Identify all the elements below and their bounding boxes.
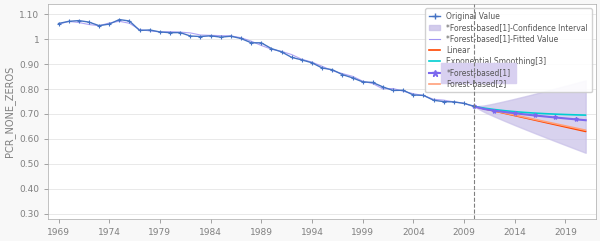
Original Value	[146, 28, 154, 31]
Original Value	[166, 31, 173, 34]
Original Value	[95, 24, 103, 27]
Original Value	[460, 102, 467, 105]
Original Value	[136, 29, 143, 32]
Original Value	[126, 20, 133, 22]
Original Value	[420, 94, 427, 97]
Original Value	[176, 31, 184, 34]
Y-axis label: PCR_NONE_ZEROS: PCR_NONE_ZEROS	[4, 66, 15, 157]
Original Value	[400, 89, 407, 92]
Original Value	[349, 76, 356, 79]
Original Value	[278, 50, 285, 53]
Original Value	[319, 67, 326, 69]
Original Value	[369, 81, 376, 84]
Original Value	[308, 61, 316, 64]
Original Value	[248, 41, 255, 44]
Original Value	[157, 31, 164, 33]
Original Value	[187, 34, 194, 37]
Original Value	[359, 80, 366, 83]
Original Value	[440, 100, 448, 103]
Original Value	[257, 41, 265, 44]
Legend: Original Value, *Forest-based[1]-Confidence Interval, *Forest-based[1]-Fitted Va: Original Value, *Forest-based[1]-Confide…	[425, 8, 592, 92]
Original Value	[470, 105, 478, 108]
Original Value	[106, 23, 113, 26]
Original Value	[197, 35, 204, 38]
Original Value	[207, 34, 214, 37]
Original Value	[55, 22, 62, 25]
Original Value	[268, 47, 275, 50]
Original Value	[298, 59, 305, 61]
Original Value	[227, 35, 235, 38]
Original Value	[85, 21, 92, 24]
Original Value	[238, 37, 245, 40]
Original Value	[451, 100, 458, 103]
Original Value	[379, 86, 386, 88]
Original Value	[329, 68, 336, 71]
Original Value	[339, 73, 346, 76]
Original Value	[288, 56, 295, 59]
Original Value	[389, 89, 397, 92]
Original Value	[65, 20, 72, 23]
Original Value	[410, 94, 417, 96]
Original Value	[75, 19, 82, 22]
Original Value	[116, 18, 123, 21]
Line: Original Value: Original Value	[56, 18, 476, 108]
Original Value	[217, 36, 224, 39]
Original Value	[430, 99, 437, 102]
